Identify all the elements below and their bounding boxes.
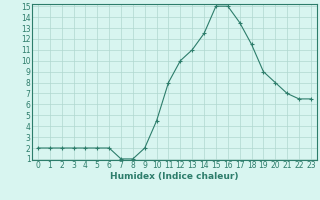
X-axis label: Humidex (Indice chaleur): Humidex (Indice chaleur)	[110, 172, 239, 181]
